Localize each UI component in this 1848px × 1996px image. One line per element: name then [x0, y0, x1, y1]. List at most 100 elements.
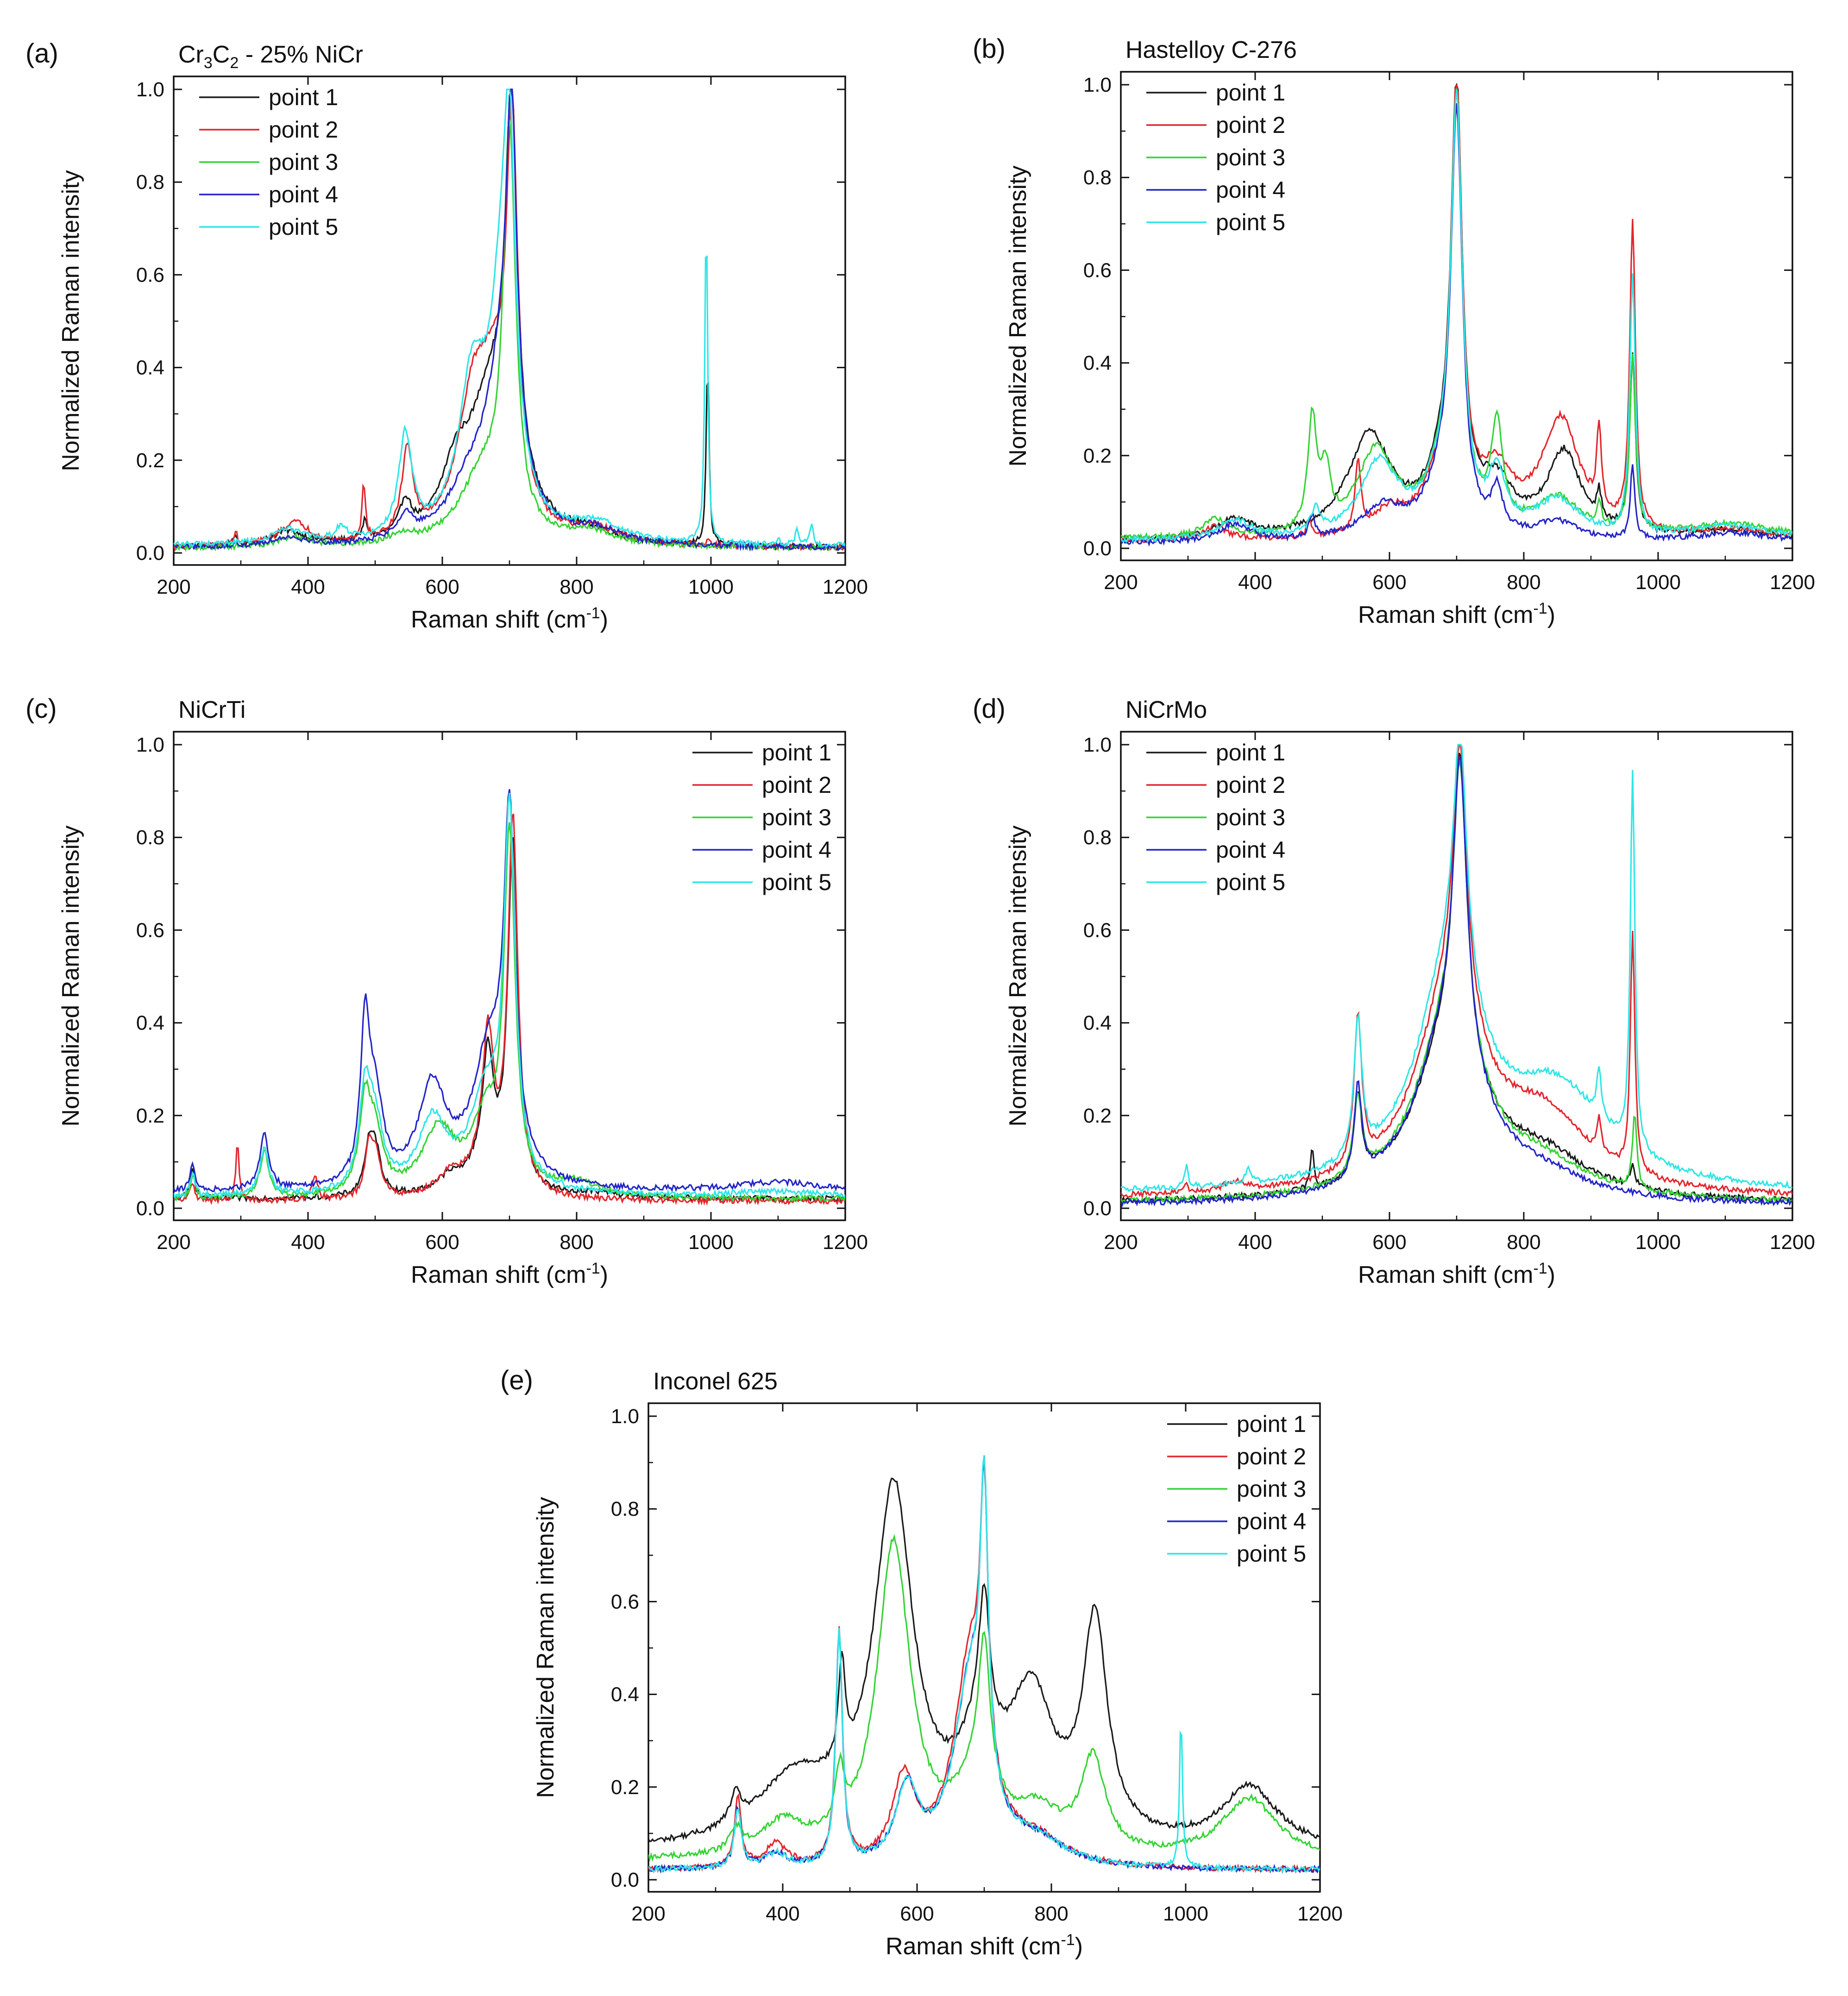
y-axis-label: Normalized Raman intensity: [57, 825, 84, 1126]
x-tick-label: 200: [157, 576, 190, 598]
y-tick-label: 0.8: [1083, 166, 1112, 189]
x-tick-label: 600: [1372, 571, 1406, 594]
y-tick-label: 0.2: [136, 449, 164, 472]
series-line-point-5: [1121, 89, 1792, 544]
legend-label: point 2: [1216, 772, 1285, 798]
legend-label: point 5: [1216, 869, 1285, 895]
x-axis-label-close: ): [600, 1262, 608, 1288]
x-tick-label: 1200: [1770, 1231, 1815, 1254]
legend-label: point 1: [1216, 740, 1285, 766]
x-axis-label-sup: -1: [586, 1260, 600, 1277]
x-axis-label: Raman shift (cm-1): [1358, 1260, 1555, 1288]
y-tick-label: 0.4: [1083, 1012, 1112, 1035]
legend-label: point 5: [762, 869, 831, 895]
panel-title: NiCrMo: [1125, 697, 1207, 723]
panel-label: (d): [973, 694, 1006, 724]
x-tick-label: 600: [900, 1902, 934, 1925]
y-tick-label: 0.8: [136, 171, 164, 194]
series-line-point-3: [648, 1533, 1320, 1862]
x-axis-label: Raman shift (cm-1): [411, 604, 608, 633]
y-tick-label: 0.6: [1083, 919, 1112, 942]
legend-label: point 1: [269, 84, 338, 110]
y-axis-label: Normalized Raman intensity: [532, 1497, 559, 1798]
y-tick-label: 0.0: [136, 1197, 164, 1220]
y-tick-label: 0.8: [136, 826, 164, 849]
panel-1: (b) Hastelloy C-276 200 400 600 800 1000 1200 0.…: [973, 34, 1815, 628]
y-tick-label: 0.2: [1083, 1105, 1112, 1127]
x-tick-label: 600: [425, 1231, 459, 1254]
panel-title: Inconel 625: [653, 1368, 778, 1395]
series-line-point-2: [648, 1463, 1320, 1874]
series-line-point-4: [174, 789, 845, 1194]
x-tick-label: 1200: [1297, 1902, 1343, 1925]
legend-label: point 4: [1237, 1508, 1306, 1534]
series-line-point-3: [174, 822, 845, 1203]
x-axis-label: Raman shift (cm-1): [411, 1260, 608, 1288]
x-axis-label-close: ): [1075, 1933, 1083, 1960]
y-tick-label: 0.8: [611, 1498, 639, 1520]
legend-label: point 4: [1216, 837, 1285, 863]
y-tick-label: 0.8: [1083, 826, 1112, 849]
x-tick-label: 1200: [823, 1231, 868, 1254]
x-tick-label: 1000: [688, 576, 734, 598]
legend-label: point 3: [1237, 1476, 1306, 1502]
legend-label: point 5: [1216, 209, 1285, 235]
x-tick-label: 400: [766, 1902, 799, 1925]
y-tick-label: 0.6: [1083, 259, 1112, 282]
series-line-point-5: [174, 88, 845, 549]
y-tick-label: 0.4: [136, 357, 164, 379]
x-tick-label: 200: [1104, 571, 1138, 594]
x-tick-label: 800: [1034, 1902, 1068, 1925]
legend-label: point 1: [762, 740, 831, 766]
title-part: 3: [204, 54, 213, 72]
legend-label: point 3: [762, 804, 831, 830]
x-tick-label: 400: [1238, 1231, 1272, 1254]
title-part: C: [213, 41, 230, 68]
legend-label: point 2: [269, 117, 338, 143]
y-tick-label: 0.0: [1083, 1197, 1112, 1220]
x-tick-label: 200: [1104, 1231, 1138, 1254]
legend-label: point 4: [762, 837, 831, 863]
panel-title: Hastelloy C-276: [1125, 37, 1297, 63]
x-axis-label-main: Raman shift (cm: [1358, 1262, 1534, 1288]
panel-label: (c): [25, 694, 57, 724]
y-axis-label: Normalized Raman intensity: [1005, 825, 1031, 1126]
x-axis-label-sup: -1: [1061, 1931, 1075, 1949]
series-line-point-2: [174, 813, 845, 1206]
y-axis-label: Normalized Raman intensity: [1005, 165, 1031, 466]
x-tick-label: 1000: [1635, 1231, 1681, 1254]
plot-frame: [173, 731, 846, 1221]
x-tick-label: 800: [1507, 571, 1540, 594]
x-tick-label: 1000: [688, 1231, 734, 1254]
y-tick-label: 0.4: [136, 1012, 164, 1035]
y-tick-label: 0.0: [611, 1869, 639, 1891]
x-axis-label-main: Raman shift (cm: [886, 1933, 1061, 1960]
series-line-point-3: [1121, 88, 1792, 542]
legend-label: point 1: [1237, 1411, 1306, 1437]
x-axis-label-close: ): [600, 606, 608, 633]
series-line-point-4: [1121, 755, 1792, 1208]
x-tick-label: 200: [157, 1231, 190, 1254]
x-axis-label-main: Raman shift (cm: [1358, 602, 1534, 628]
y-tick-label: 1.0: [611, 1405, 639, 1428]
panel-0: (a) Cr3C2 - 25% NiCr 200 400 600 800 1000 1200 0…: [25, 38, 868, 633]
x-tick-label: 800: [559, 1231, 593, 1254]
series-line-point-5: [648, 1455, 1320, 1874]
x-axis-label-sup: -1: [1533, 1260, 1547, 1277]
title-part: Cr: [178, 41, 204, 68]
x-axis-label-sup: -1: [586, 604, 600, 622]
y-tick-label: 0.6: [136, 264, 164, 286]
panel-label: (b): [973, 34, 1006, 64]
legend-label: point 3: [1216, 144, 1285, 170]
panel-title: Cr3C2 - 25% NiCr: [178, 41, 363, 72]
legend-label: point 2: [1237, 1444, 1306, 1469]
x-axis-label-close: ): [1547, 602, 1555, 628]
x-tick-label: 400: [291, 576, 325, 598]
legend-label: point 5: [1237, 1541, 1306, 1567]
legend-label: point 4: [1216, 177, 1285, 203]
x-tick-label: 400: [291, 1231, 325, 1254]
x-axis-label-close: ): [1547, 1262, 1555, 1288]
y-tick-label: 0.2: [136, 1105, 164, 1127]
x-axis-label-main: Raman shift (cm: [411, 606, 586, 633]
